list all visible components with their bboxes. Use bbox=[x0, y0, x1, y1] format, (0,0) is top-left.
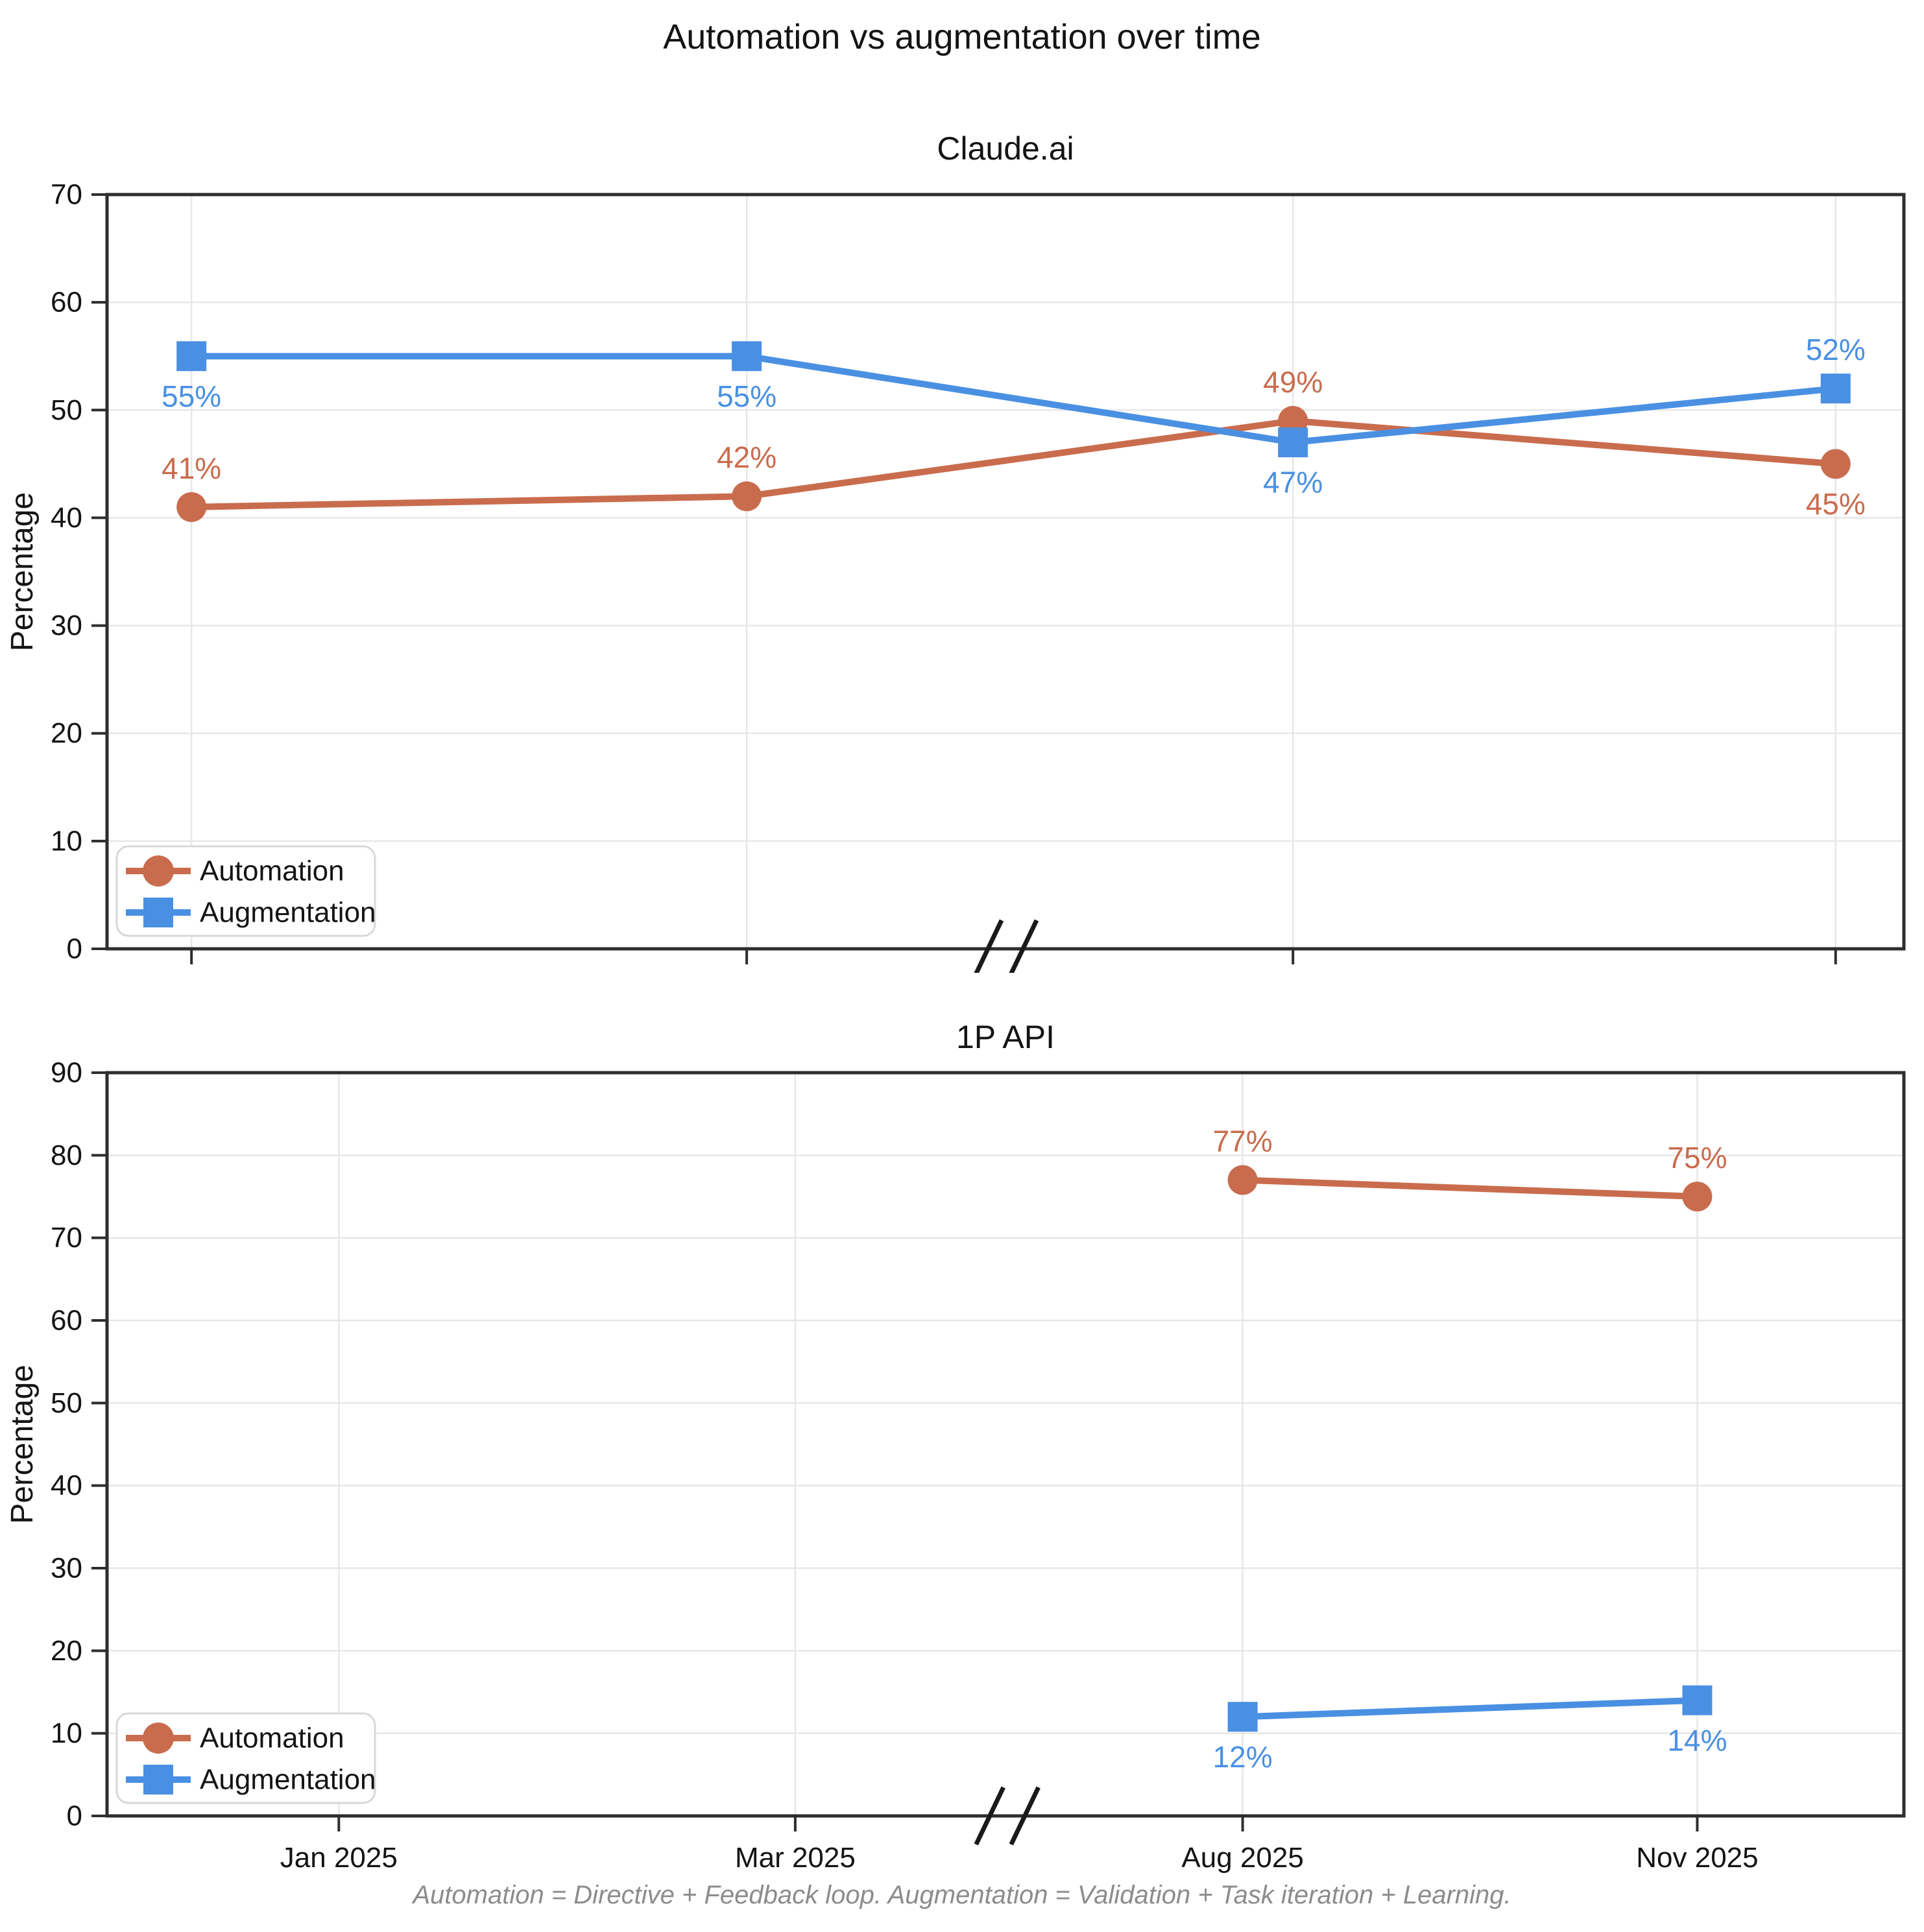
y-tick-label: 50 bbox=[51, 394, 82, 426]
y-tick-label: 60 bbox=[51, 1305, 82, 1337]
data-point-marker-augmentation bbox=[176, 341, 207, 372]
data-point-marker-augmentation bbox=[1278, 427, 1308, 458]
y-tick-label: 50 bbox=[51, 1387, 82, 1419]
y-tick-label: 80 bbox=[51, 1139, 82, 1171]
data-label-automation: 75% bbox=[1667, 1141, 1727, 1175]
data-label-augmentation: 14% bbox=[1667, 1723, 1727, 1757]
legend-marker-square bbox=[143, 898, 173, 927]
y-tick-label: 70 bbox=[51, 1222, 82, 1254]
data-label-automation: 41% bbox=[162, 451, 221, 485]
x-tick-label: Mar 2025 bbox=[735, 1842, 856, 1874]
y-tick-label: 20 bbox=[51, 717, 82, 749]
y-tick-label: 40 bbox=[51, 502, 82, 534]
axis-break-icon bbox=[1009, 919, 1039, 973]
y-tick-label: 30 bbox=[51, 610, 82, 641]
data-label-automation: 45% bbox=[1806, 487, 1866, 521]
y-tick-label: 10 bbox=[51, 1717, 82, 1749]
data-label-automation: 42% bbox=[717, 440, 776, 474]
y-tick-label: 40 bbox=[51, 1470, 82, 1501]
legend-marker-circle bbox=[143, 855, 174, 887]
legend-item-augmentation: Augmentation bbox=[126, 1764, 376, 1796]
data-point-marker-automation bbox=[1682, 1182, 1713, 1211]
y-tick-label: 20 bbox=[51, 1635, 82, 1667]
data-point-marker-automation bbox=[176, 492, 207, 522]
y-axis-title: Percentage bbox=[5, 1365, 40, 1524]
x-tick-label: Nov 2025 bbox=[1636, 1842, 1758, 1874]
axis-break-icon bbox=[974, 1786, 1005, 1846]
legend: Automation Augmentation bbox=[115, 1712, 376, 1804]
y-tick-label: 70 bbox=[51, 179, 82, 211]
data-point-marker-automation bbox=[1820, 449, 1851, 479]
data-point-marker-automation bbox=[1227, 1165, 1258, 1195]
legend-item-augmentation: Augmentation bbox=[126, 897, 376, 929]
legend-label: Automation bbox=[200, 855, 344, 887]
figure-footnote: Automation = Directive + Feedback loop. … bbox=[413, 1881, 1511, 1909]
legend: Automation Augmentation bbox=[115, 845, 376, 937]
legend-marker-circle bbox=[143, 1723, 174, 1754]
series-line-augmentation bbox=[191, 353, 1836, 446]
axis-break-icon bbox=[1009, 1786, 1040, 1846]
data-label-augmentation: 12% bbox=[1213, 1740, 1273, 1774]
subplot-title-claude-ai: Claude.ai bbox=[937, 130, 1074, 167]
y-tick-label: 10 bbox=[51, 825, 82, 857]
figure-title: Automation vs augmentation over time bbox=[663, 18, 1261, 56]
x-tick-label: Aug 2025 bbox=[1181, 1842, 1303, 1874]
data-label-augmentation: 55% bbox=[162, 379, 221, 413]
data-label-augmentation: 47% bbox=[1263, 466, 1323, 499]
data-label-augmentation: 55% bbox=[717, 379, 776, 413]
data-label-augmentation: 52% bbox=[1806, 333, 1866, 366]
series-line-automation bbox=[1242, 1176, 1698, 1200]
data-point-marker-augmentation bbox=[732, 341, 762, 372]
data-point-marker-augmentation bbox=[1682, 1685, 1713, 1715]
y-tick-label: 60 bbox=[51, 287, 82, 318]
subplot-title-1p-api: 1P API bbox=[956, 1019, 1055, 1055]
x-tick-label: Jan 2025 bbox=[280, 1842, 398, 1874]
series-line-augmentation bbox=[1242, 1697, 1698, 1721]
plot-frame bbox=[105, 193, 1906, 951]
y-tick-label: 30 bbox=[51, 1553, 82, 1584]
data-point-marker-automation bbox=[732, 481, 762, 512]
series-line-automation bbox=[191, 417, 1836, 510]
legend-item-automation: Automation bbox=[126, 855, 344, 887]
data-point-marker-augmentation bbox=[1820, 374, 1851, 404]
data-point-marker-augmentation bbox=[1227, 1702, 1258, 1732]
axis-break-icon bbox=[974, 919, 1004, 973]
plot-frame bbox=[105, 1071, 1906, 1818]
y-tick-label: 90 bbox=[51, 1057, 82, 1089]
data-label-automation: 49% bbox=[1263, 365, 1323, 399]
y-tick-label: 0 bbox=[67, 933, 82, 965]
data-label-automation: 77% bbox=[1213, 1125, 1273, 1158]
legend-marker-square bbox=[143, 1765, 173, 1795]
legend-label: Augmentation bbox=[200, 1764, 376, 1796]
chart-1p-api: 0 10 20 30 40 50 60 70 80 90 Jan 2025 Mar 2025 Aug 2… bbox=[5, 1057, 1906, 1874]
legend-label: Automation bbox=[200, 1723, 344, 1754]
y-tick-label: 0 bbox=[67, 1800, 82, 1832]
legend-item-automation: Automation bbox=[126, 1723, 344, 1754]
y-axis-title: Percentage bbox=[5, 492, 40, 652]
legend-label: Augmentation bbox=[200, 897, 376, 929]
